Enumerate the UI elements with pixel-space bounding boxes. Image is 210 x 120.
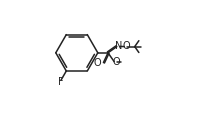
Text: N: N (115, 41, 123, 51)
Text: O: O (112, 57, 120, 67)
Text: O: O (94, 58, 101, 68)
Text: O: O (122, 41, 130, 51)
Text: F: F (58, 77, 64, 87)
